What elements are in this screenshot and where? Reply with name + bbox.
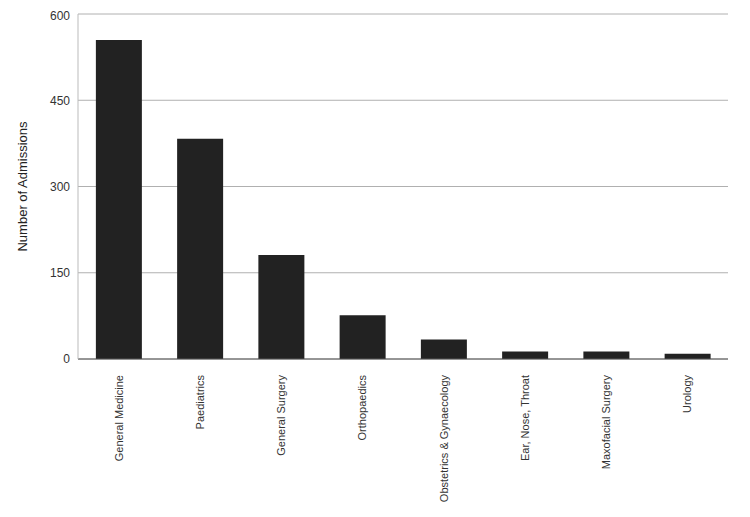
svg-text:Maxofacial Surgery: Maxofacial Surgery (600, 375, 612, 470)
svg-text:Urology: Urology (681, 375, 693, 413)
svg-text:Paediatrics: Paediatrics (194, 375, 206, 430)
svg-text:Ear, Nose, Throat: Ear, Nose, Throat (519, 375, 531, 461)
svg-text:General Medicine: General Medicine (113, 375, 125, 461)
svg-text:150: 150 (50, 266, 70, 280)
svg-text:General Surgery: General Surgery (275, 375, 287, 456)
svg-text:300: 300 (50, 180, 70, 194)
svg-text:450: 450 (50, 94, 70, 108)
svg-text:600: 600 (50, 9, 70, 23)
svg-text:Number of Admissions: Number of Admissions (15, 121, 30, 252)
svg-text:0: 0 (63, 352, 70, 366)
svg-text:Obstetrics & Gynaecology: Obstetrics & Gynaecology (438, 375, 450, 503)
svg-text:Orthopaedics: Orthopaedics (356, 375, 368, 441)
